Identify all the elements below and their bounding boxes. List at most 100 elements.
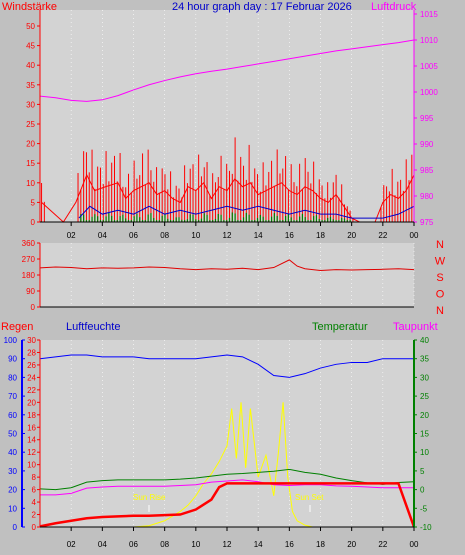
compass-label: N bbox=[436, 239, 444, 251]
temperature-axis-label: Temperatur bbox=[312, 321, 368, 333]
rain-series-line bbox=[39, 482, 416, 528]
direction-grid bbox=[70, 243, 415, 307]
rain-y-tick-label: 28 bbox=[27, 348, 36, 357]
pressure-y-tick-label: 1000 bbox=[420, 88, 438, 97]
wind-y-tick-label: 45 bbox=[26, 42, 35, 51]
rain-y-tick-label: 12 bbox=[27, 448, 36, 457]
pressure-y-tick-label: 995 bbox=[420, 114, 434, 123]
rain-y-tick-label: 26 bbox=[27, 361, 36, 370]
direction-series-line bbox=[39, 259, 415, 272]
x-tick-label: 16 bbox=[285, 231, 294, 240]
compass-label: O bbox=[436, 289, 445, 301]
climate-x-tick-label: 10 bbox=[191, 540, 200, 549]
direction-y-tick-label: 90 bbox=[26, 287, 35, 296]
x-tick-label: 14 bbox=[254, 231, 263, 240]
wind-axis-label: Windstärke bbox=[2, 1, 57, 13]
pressure-y-tick-label: 980 bbox=[420, 192, 434, 201]
wind-y-tick-label: 10 bbox=[26, 179, 35, 188]
x-tick-label: 02 bbox=[67, 231, 76, 240]
compass-label: S bbox=[436, 272, 443, 284]
rain-y-tick-label: 20 bbox=[27, 398, 36, 407]
dewpoint-series-line bbox=[40, 479, 414, 496]
direction-y-tick-label: 360 bbox=[22, 239, 36, 248]
compass-label: W bbox=[435, 256, 446, 268]
pressure-y-tick-label: 985 bbox=[420, 166, 434, 175]
rain-y-tick-label: 22 bbox=[27, 386, 36, 395]
pressure-y-tick-label: 1010 bbox=[420, 36, 438, 45]
x-tick-label: 08 bbox=[160, 231, 169, 240]
humidity-axis-label: Luftfeuchte bbox=[66, 321, 120, 333]
temperature-y-tick-label: 20 bbox=[420, 411, 429, 420]
x-tick-label: 22 bbox=[378, 231, 387, 240]
climate-x-tick-label: 12 bbox=[223, 540, 232, 549]
wind-y-tick-label: 30 bbox=[26, 100, 35, 109]
climate-x-tick-label: 20 bbox=[347, 540, 356, 549]
solar-series-line bbox=[40, 402, 414, 528]
axes bbox=[21, 10, 417, 531]
climate-x-tick-label: 16 bbox=[285, 540, 294, 549]
dewpoint-axis-label: Taupunkt bbox=[393, 321, 438, 333]
humidity-y-tick-label: 90 bbox=[8, 355, 17, 364]
temperature-y-tick-label: 0 bbox=[420, 486, 425, 495]
humidity-y-tick-label: 50 bbox=[8, 430, 17, 439]
humidity-y-tick-label: 100 bbox=[4, 336, 18, 345]
temperature-y-tick-label: -5 bbox=[420, 504, 428, 513]
temperature-series-line bbox=[39, 468, 415, 491]
pressure-y-tick-label: 1005 bbox=[420, 62, 438, 71]
temperature-y-tick-label: 30 bbox=[420, 373, 429, 382]
x-tick-label: 20 bbox=[347, 231, 356, 240]
pressure-axis-label: Luftdruck bbox=[371, 1, 417, 13]
pressure-y-tick-label: 1015 bbox=[420, 10, 438, 19]
direction-y-tick-label: 180 bbox=[22, 271, 36, 280]
humidity-y-tick-label: 80 bbox=[8, 373, 17, 382]
rain-y-tick-label: 24 bbox=[27, 373, 36, 382]
temperature-y-tick-label: 10 bbox=[420, 448, 429, 457]
sun-rise-label: Sun Rise bbox=[133, 493, 166, 502]
wind-y-tick-label: 5 bbox=[31, 198, 36, 207]
x-tick-label: 06 bbox=[129, 231, 138, 240]
direction-y-tick-label: 270 bbox=[22, 255, 36, 264]
rain-y-tick-label: 14 bbox=[27, 436, 36, 445]
rain-y-tick-label: 18 bbox=[27, 411, 36, 420]
climate-x-tick-label: 06 bbox=[129, 540, 138, 549]
compass-label: N bbox=[436, 305, 444, 317]
wind-y-tick-label: 25 bbox=[26, 120, 35, 129]
pressure-series-line bbox=[39, 39, 415, 102]
gust-avg-series-line bbox=[78, 205, 415, 219]
wind-y-tick-label: 50 bbox=[26, 22, 35, 31]
climate-x-tick-label: 08 bbox=[160, 540, 169, 549]
climate-x-tick-label: 00 bbox=[410, 540, 419, 549]
chart-title: 24 hour graph day : 17 Februar 2026 bbox=[172, 1, 352, 13]
x-tick-label: 10 bbox=[191, 231, 200, 240]
humidity-y-tick-label: 40 bbox=[8, 448, 17, 457]
rain-y-tick-label: 16 bbox=[27, 423, 36, 432]
direction-y-tick-label: 0 bbox=[31, 303, 36, 312]
wind-y-tick-label: 0 bbox=[31, 218, 36, 227]
x-tick-label: 04 bbox=[98, 231, 107, 240]
humidity-y-tick-label: 70 bbox=[8, 392, 17, 401]
rain-y-tick-label: 4 bbox=[32, 498, 37, 507]
humidity-y-tick-label: 30 bbox=[8, 467, 17, 476]
x-tick-label: 00 bbox=[410, 231, 419, 240]
wind-low-bars bbox=[80, 212, 351, 222]
temperature-y-tick-label: 40 bbox=[420, 336, 429, 345]
wind-y-tick-label: 20 bbox=[26, 140, 35, 149]
rain-y-tick-label: 10 bbox=[27, 461, 36, 470]
climate-x-tick-label: 14 bbox=[254, 540, 263, 549]
pressure-y-tick-label: 990 bbox=[420, 140, 434, 149]
temperature-y-tick-label: 35 bbox=[420, 355, 429, 364]
climate-x-tick-label: 04 bbox=[98, 540, 107, 549]
wind-series-line bbox=[41, 173, 415, 223]
climate-x-tick-label: 18 bbox=[316, 540, 325, 549]
temperature-y-tick-label: 15 bbox=[420, 430, 429, 439]
rain-y-tick-label: 30 bbox=[27, 336, 36, 345]
climate-x-tick-label: 22 bbox=[378, 540, 387, 549]
rain-y-tick-label: 6 bbox=[32, 486, 37, 495]
sun-set-label: Sun Set bbox=[295, 493, 324, 502]
humidity-y-tick-label: 60 bbox=[8, 411, 17, 420]
wind-y-tick-label: 40 bbox=[26, 61, 35, 70]
x-tick-label: 12 bbox=[223, 231, 232, 240]
rain-y-tick-label: 8 bbox=[32, 473, 37, 482]
tick-labels: 5045403530252015105010151010100510009959… bbox=[4, 10, 446, 549]
rain-y-tick-label: 2 bbox=[32, 511, 37, 520]
